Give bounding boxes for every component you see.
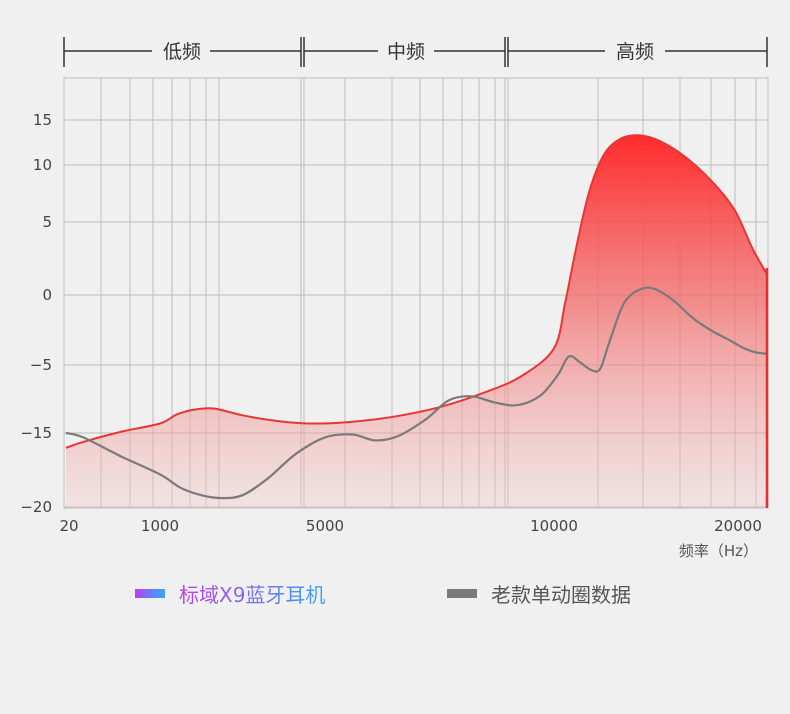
x-axis-ticks: 20 1000 5000 10000 20000	[59, 517, 761, 535]
x-tick-label-3: 10000	[530, 517, 578, 535]
x-tick-label-1: 1000	[141, 517, 179, 535]
y-tick-label-4: −5	[30, 356, 52, 374]
legend-item-old: 老款单动圈数据	[447, 578, 631, 608]
legend-label-old: 老款单动圈数据	[491, 582, 631, 607]
y-tick-label-5: −15	[20, 424, 52, 442]
legend-label-x9: 标域X9蓝牙耳机	[179, 579, 325, 608]
band-label-mid: 中频	[387, 41, 425, 63]
legend-swatch-x9	[135, 588, 165, 598]
x-tick-label-0: 20	[59, 517, 78, 535]
band-label-high: 高频	[616, 41, 654, 63]
y-axis-ticks: 15 10 5 0 −5 −15 −20	[20, 111, 52, 516]
band-header	[63, 37, 768, 67]
y-tick-label-1: 10	[33, 156, 52, 174]
y-tick-label-3: 0	[42, 286, 52, 304]
y-tick-label-0: 15	[33, 111, 52, 129]
series-area-x9	[66, 135, 768, 508]
series-line-old	[65, 286, 768, 500]
y-tick-label-2: 5	[42, 213, 52, 231]
series-line-x9	[65, 134, 768, 449]
x-tick-label-4: 20000	[714, 517, 762, 535]
x-tick-label-2: 5000	[306, 517, 344, 535]
legend-item-x9: 标域X9蓝牙耳机	[135, 578, 325, 608]
y-tick-label-6: −20	[20, 498, 52, 516]
x-axis-unit: 频率（Hz）	[679, 542, 758, 560]
band-label-low: 低频	[163, 41, 201, 63]
legend-swatch-old	[447, 588, 477, 598]
